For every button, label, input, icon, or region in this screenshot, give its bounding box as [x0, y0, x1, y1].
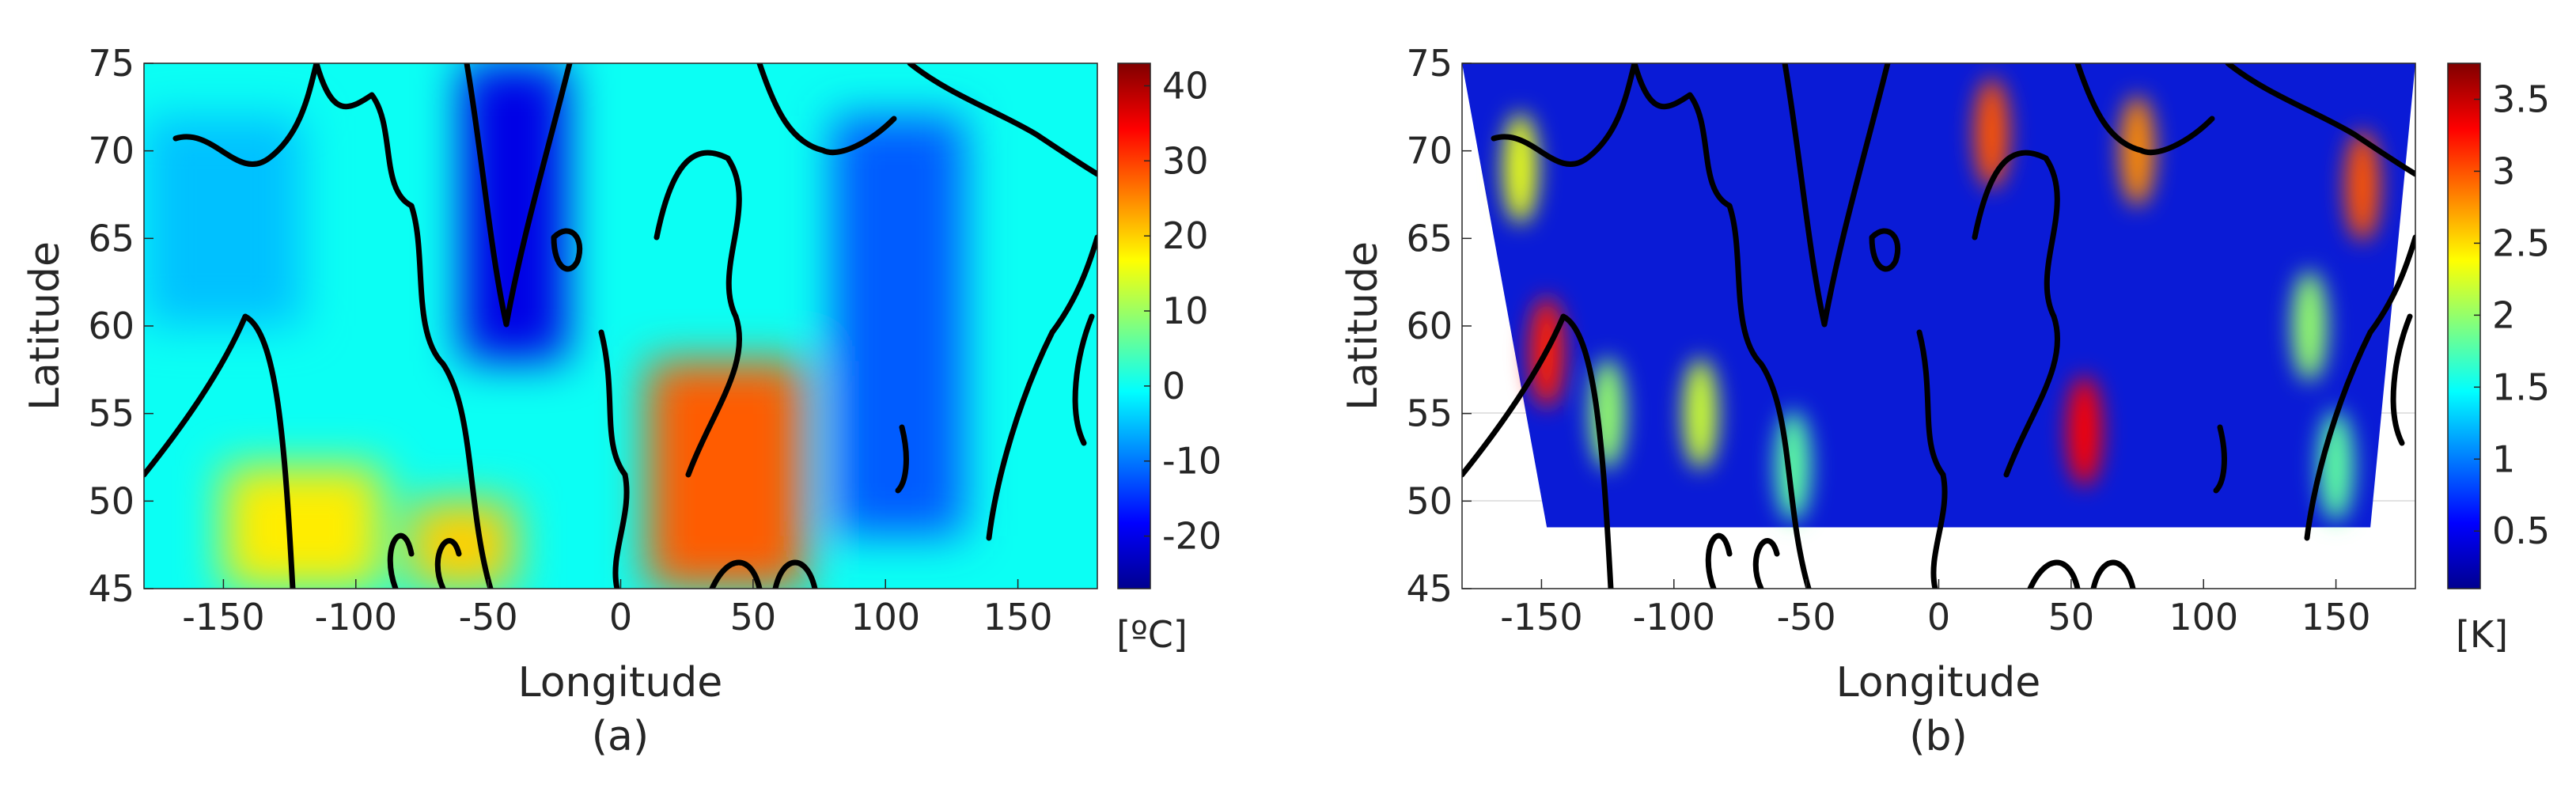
colorbar-unit-b: [K] [2456, 613, 2508, 656]
y-axis-label-a: Latitude [21, 241, 69, 411]
heatmap-hotspot-b [1683, 358, 1718, 469]
x-tick-label-a: -50 [459, 596, 518, 638]
coastlines-b [1462, 63, 2415, 589]
x-tick-label-a: 0 [609, 596, 632, 638]
y-tick-label-b: 75 [1406, 42, 1453, 85]
heatmap-a [144, 63, 1097, 589]
x-tick-label-a: -150 [182, 596, 264, 638]
colorbar-tick-label-b: 3 [2492, 150, 2515, 192]
heatmap-b [1462, 63, 2415, 589]
y-tick-label-a: 60 [88, 305, 134, 347]
colorbar-b [2447, 63, 2481, 589]
coastlines-a [144, 63, 1097, 589]
colorbar-tick-label-b: 2.5 [2492, 222, 2550, 264]
heatmap-region-a [832, 116, 965, 536]
heatmap-region-a [646, 361, 806, 589]
y-ticks-a: 45 50 55 60 65 70 75 [88, 42, 153, 610]
panel-caption-b: (b) [1909, 713, 1968, 760]
y-tick-label-b: 45 [1406, 567, 1453, 610]
y-tick-label-a: 55 [88, 392, 134, 435]
x-tick-label-a: -100 [315, 596, 397, 638]
y-tick-label-a: 50 [88, 479, 134, 522]
heatmap-hotspot-b [2292, 271, 2328, 381]
heatmap-hotspot-b [1974, 78, 2010, 189]
heatmap-hotspot-b [2345, 130, 2381, 241]
y-axis-label-b: Latitude [1339, 241, 1387, 411]
heatmap-region-a [223, 466, 383, 589]
panel-caption-a: (a) [592, 713, 649, 760]
colorbar-tick-label-b: 3.5 [2492, 78, 2550, 120]
x-tick-label-b: -100 [1633, 596, 1715, 638]
x-tick-label-b: 50 [2048, 596, 2095, 638]
y-tick-label-a: 65 [88, 217, 134, 260]
colorbar-tick-label-a: -10 [1162, 440, 1222, 483]
colorbar-tick-label-a: 20 [1162, 214, 1209, 257]
x-axis-label-a: Longitude [518, 659, 723, 707]
y-ticks-b: 45 50 55 60 65 70 75 [1406, 42, 1472, 610]
y-tick-label-a: 70 [88, 130, 134, 172]
colorbar-tick-label-b: 1.5 [2492, 366, 2550, 408]
colorbar-a [1117, 63, 1151, 589]
heatmap-hotspot-b [2066, 375, 2102, 487]
x-tick-label-b: -150 [1500, 596, 1582, 638]
x-tick-label-b: 150 [2301, 596, 2371, 638]
x-ticks-b: -150 -100 -50 0 50 100 150 [1500, 579, 2370, 638]
x-tick-label-a: 150 [983, 596, 1053, 638]
x-ticks-a: -150 -100 -50 0 50 100 150 [182, 579, 1052, 638]
colorbar-tick-label-b: 2 [2492, 294, 2515, 336]
colorbar-ticks-b: 3.5 3 2.5 2 1.5 1 0.5 [2474, 78, 2550, 552]
y-tick-label-b: 50 [1406, 479, 1453, 522]
x-tick-label-a: 50 [730, 596, 777, 638]
y-tick-label-b: 65 [1406, 217, 1453, 260]
x-tick-label-b: 100 [2169, 596, 2238, 638]
x-tick-label-b: -50 [1777, 596, 1836, 638]
colorbar-tick-label-a: 30 [1162, 139, 1209, 182]
y-tick-label-b: 55 [1406, 392, 1453, 435]
colorbar-tick-label-a: 10 [1162, 290, 1209, 332]
heatmap-region-a [408, 501, 515, 589]
heatmap-hotspot-b [1502, 112, 1538, 224]
colorbar-tick-label-b: 1 [2492, 438, 2515, 480]
y-tick-label-b: 60 [1406, 305, 1453, 347]
colorbar-tick-label-a: 0 [1162, 365, 1185, 407]
colorbar-ticks-a: 40 30 20 10 0 -10 -20 [1144, 64, 1222, 558]
x-axis-label-b: Longitude [1836, 659, 2041, 707]
colorbar-tick-label-a: 40 [1162, 64, 1209, 107]
colorbar-tick-label-b: 0.5 [2492, 510, 2550, 552]
panel-b: -150 -100 -50 0 50 100 150 45 50 55 60 65 70 75 Long… [1339, 42, 2550, 760]
y-tick-label-a: 75 [88, 42, 134, 85]
colorbar-unit-a: [ºC] [1116, 613, 1188, 656]
x-tick-label-a: 100 [850, 596, 920, 638]
y-tick-label-b: 70 [1406, 130, 1453, 172]
x-tick-label-b: 0 [1927, 596, 1950, 638]
heatmap-region-a [461, 63, 568, 362]
colorbar-tick-label-a: -20 [1162, 515, 1222, 558]
y-tick-label-a: 45 [88, 567, 134, 610]
